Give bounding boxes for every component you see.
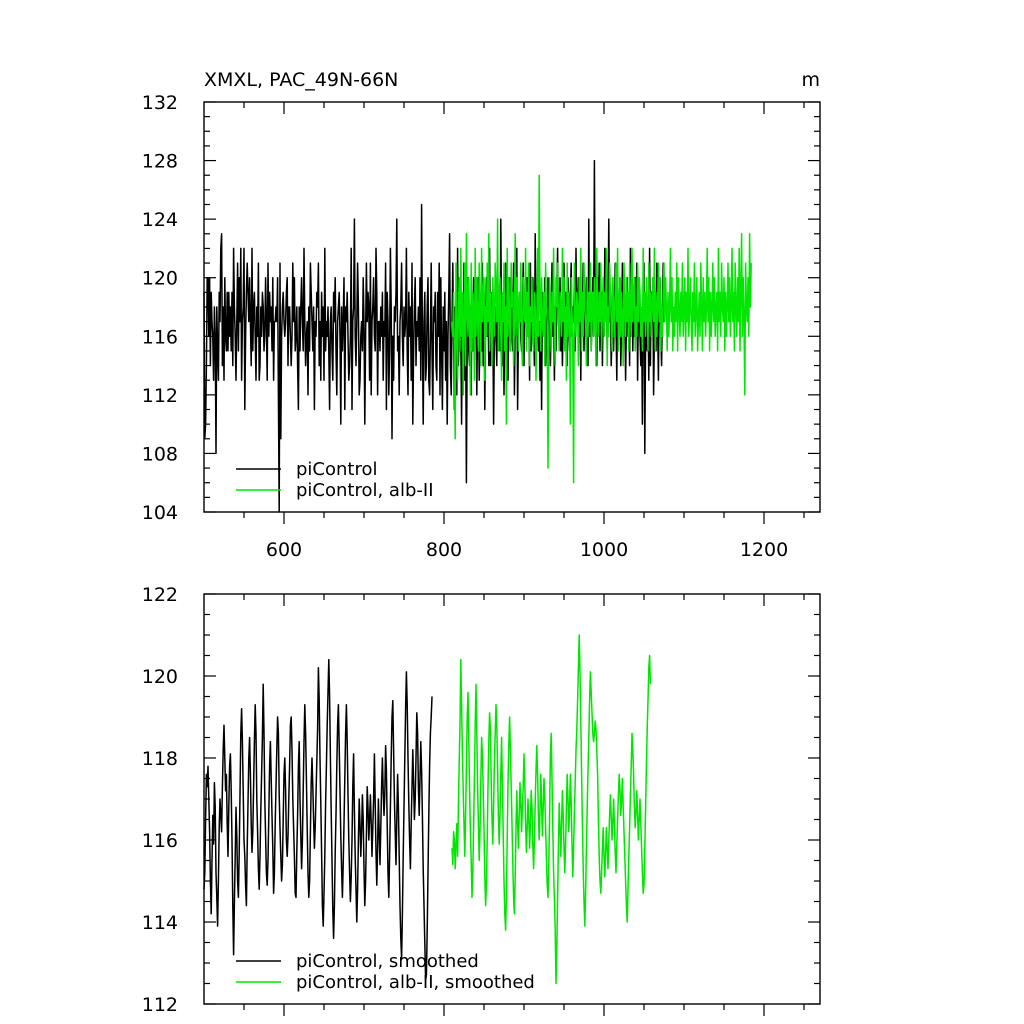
top-y-tick-label: 108: [142, 443, 178, 465]
top-series-line-picontrol-alb-ii: [451, 174, 752, 484]
top-series-group: [203, 159, 752, 513]
bottom-y-tick-label: 116: [142, 830, 178, 852]
bottom-series-group: [203, 634, 652, 985]
bottom-y-tick-label: 114: [142, 912, 178, 934]
top-axis-ticks: [204, 101, 820, 524]
figure-right-string: m: [801, 69, 820, 91]
top-series-line-picontrol: [203, 159, 666, 513]
top-y-tick-label: 120: [142, 268, 178, 290]
bottom-y-tick-label: 120: [142, 666, 178, 688]
bottom-y-tick-label: 122: [142, 584, 178, 606]
top-x-tick-label: 600: [266, 539, 302, 561]
top-y-tick-label: 132: [142, 92, 178, 114]
top-legend: piControl piControl, alb-II: [236, 459, 434, 501]
bottom-series-line-picontrol-smoothed: [203, 658, 433, 981]
top-y-tick-label: 104: [142, 502, 178, 524]
top-y-tick-label: 112: [142, 385, 178, 407]
bottom-panel: 112 114 116 118 120 122 piControl, smoothed p…: [142, 584, 821, 1016]
legend-label-picontrol-smoothed: piControl, smoothed: [296, 951, 479, 972]
top-y-tick-label: 124: [142, 209, 178, 231]
bottom-axis-ticks: [204, 593, 820, 1016]
bottom-axis-labels: 112 114 116 118 120 122: [142, 584, 178, 1016]
bottom-series-line-picontrol-alb-ii-smoothed: [451, 634, 652, 985]
bottom-y-tick-label: 118: [142, 748, 178, 770]
bottom-y-tick-label: 112: [142, 994, 178, 1016]
top-axis-labels: 104 108 112 116 120 124 128 132 600 800 1000 1200: [142, 92, 788, 561]
top-x-tick-label: 1000: [580, 539, 628, 561]
legend-label-picontrol-alb-ii: piControl, alb-II: [296, 480, 434, 501]
legend-label-picontrol-alb-ii-smoothed: piControl, alb-II, smoothed: [296, 972, 535, 993]
bottom-legend: piControl, smoothed piControl, alb-II, s…: [236, 951, 535, 993]
legend-label-picontrol: piControl: [296, 459, 378, 480]
top-x-tick-label: 800: [426, 539, 462, 561]
top-panel: 104 108 112 116 120 124 128 132 600 800 1000 1200 p…: [142, 92, 821, 561]
top-y-tick-label: 128: [142, 151, 178, 173]
top-x-tick-label: 1200: [740, 539, 788, 561]
figure-left-string: XMXL, PAC_49N-66N: [204, 69, 398, 91]
top-y-tick-label: 116: [142, 326, 178, 348]
